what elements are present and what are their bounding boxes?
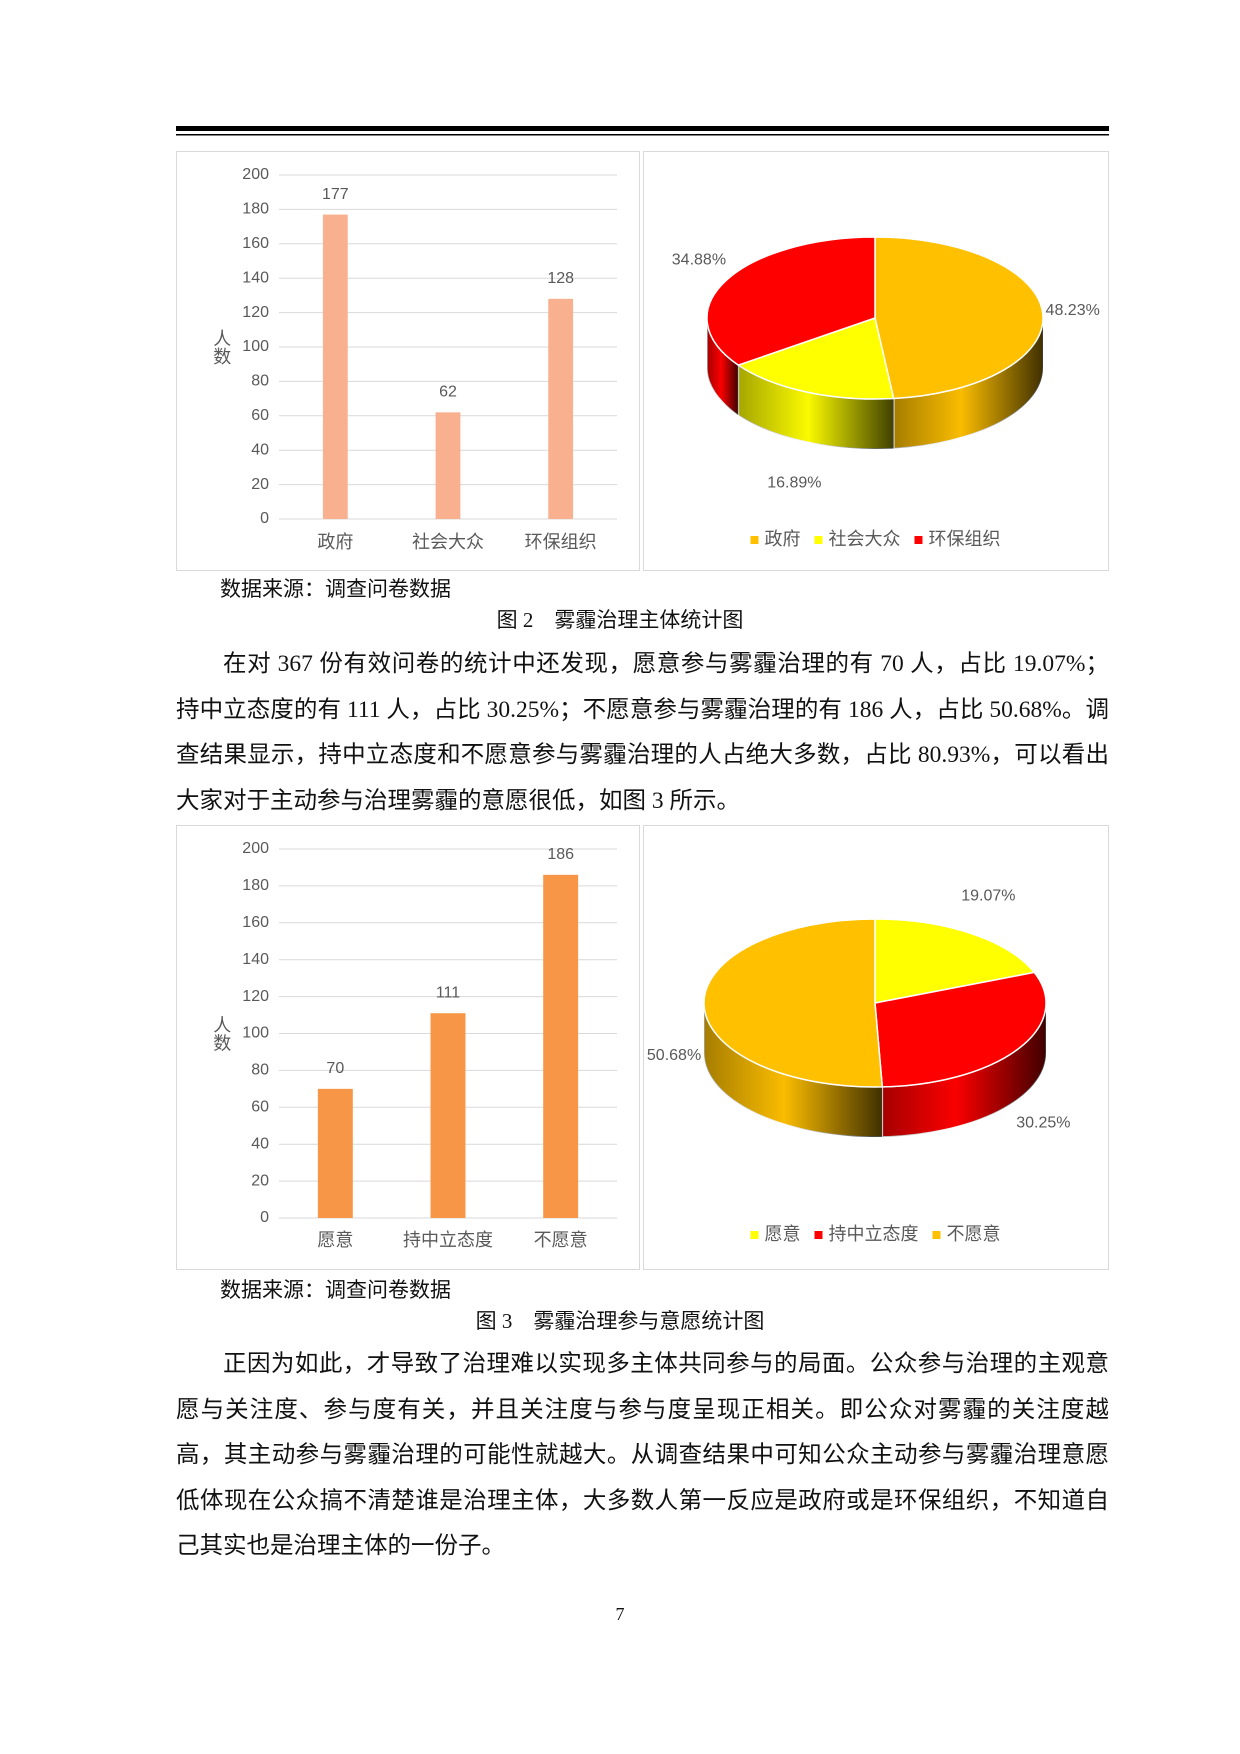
x-tick-label: 社会大众: [412, 532, 484, 552]
page-number: 7: [615, 1604, 625, 1624]
legend-swatch: [814, 536, 823, 544]
paragraph: 在对 367 份有效问卷的统计中还发现，愿意参与雾霾治理的有 70 人，占比 1…: [176, 651, 1109, 814]
y-tick-label: 80: [251, 373, 269, 390]
y-tick-label: 180: [242, 201, 269, 218]
legend-label: 不愿意: [947, 1224, 1001, 1244]
data-label: 34.88%: [672, 252, 726, 269]
data-label: 111: [436, 984, 460, 1001]
y-tick-label: 60: [251, 1099, 269, 1116]
bar: [322, 214, 348, 519]
y-tick-label: 20: [251, 476, 269, 493]
pie-slice: [874, 918, 1036, 1004]
y-tick-label: 140: [242, 951, 269, 968]
chart-frame: [176, 825, 640, 1270]
pie-slice: [874, 971, 1047, 1088]
legend-label: 社会大众: [829, 529, 901, 549]
figure-caption: 图 3 雾霾治理参与意愿统计图: [475, 1309, 765, 1333]
data-label: 16.89%: [767, 474, 821, 491]
data-label: 30.25%: [1016, 1115, 1070, 1132]
header-rule: [176, 126, 1109, 131]
figure-caption: 图 2 雾霾治理主体统计图: [496, 608, 744, 632]
y-tick-label: 60: [251, 407, 269, 424]
y-tick-label: 140: [242, 269, 269, 286]
bar: [543, 874, 579, 1218]
legend-swatch: [914, 536, 923, 544]
pie-side-shade: [882, 1003, 1046, 1137]
pie-side-shade: [738, 365, 894, 449]
pie-slice: [703, 918, 884, 1088]
y-tick-label: 160: [242, 914, 269, 931]
figure-source: 数据来源：调查问卷数据: [220, 577, 451, 601]
x-tick-label: 持中立态度: [403, 1230, 493, 1250]
y-tick-label: 40: [251, 1135, 269, 1152]
legend-swatch: [750, 1231, 759, 1239]
pie-slice: [736, 317, 895, 400]
data-label: 70: [326, 1060, 344, 1077]
y-axis-label: 人数: [211, 329, 231, 365]
pie-slice: [706, 236, 876, 366]
figure-source: 数据来源：调查问卷数据: [220, 1278, 451, 1302]
chart-frame: [643, 825, 1109, 1270]
pie-slice: [874, 236, 1044, 400]
bar: [317, 1088, 353, 1218]
x-tick-label: 不愿意: [534, 1230, 588, 1250]
y-tick-label: 120: [242, 988, 269, 1005]
y-tick-label: 200: [242, 166, 269, 183]
legend-swatch: [932, 1231, 941, 1239]
y-tick-label: 20: [251, 1172, 269, 1189]
data-label: 62: [439, 384, 457, 401]
bar: [435, 412, 461, 519]
y-tick-label: 0: [260, 1209, 269, 1226]
header-rule: [176, 134, 1109, 136]
y-axis-label: 人数: [211, 1015, 231, 1051]
data-label: 19.07%: [961, 888, 1015, 905]
pie-side-shade: [893, 318, 1044, 449]
legend-label: 持中立态度: [829, 1224, 919, 1244]
y-tick-label: 120: [242, 304, 269, 321]
y-tick-label: 100: [242, 1025, 269, 1042]
legend-swatch: [814, 1231, 823, 1239]
y-tick-label: 100: [242, 338, 269, 355]
y-tick-label: 180: [242, 877, 269, 894]
y-tick-label: 160: [242, 235, 269, 252]
pie-side-shade: [704, 1003, 883, 1137]
bar: [548, 298, 574, 519]
data-label: 186: [547, 846, 574, 863]
pie-side-shade: [707, 318, 739, 416]
chart-frame: [643, 151, 1109, 571]
data-label: 128: [547, 270, 574, 287]
legend-label: 愿意: [765, 1224, 801, 1244]
data-label: 48.23%: [1046, 302, 1100, 319]
chart-frame: [176, 151, 640, 571]
legend-label: 政府: [765, 529, 801, 549]
y-tick-label: 80: [251, 1062, 269, 1079]
bar: [430, 1013, 466, 1218]
data-label: 177: [322, 186, 349, 203]
x-tick-label: 环保组织: [525, 532, 597, 552]
x-tick-label: 政府: [317, 532, 353, 552]
y-tick-label: 40: [251, 441, 269, 458]
y-tick-label: 0: [260, 510, 269, 527]
y-tick-label: 200: [242, 840, 269, 857]
x-tick-label: 愿意: [317, 1230, 353, 1250]
legend-swatch: [750, 536, 759, 544]
legend-label: 环保组织: [929, 529, 1001, 549]
data-label: 50.68%: [647, 1047, 701, 1064]
paragraph: 正因为如此，才导致了治理难以实现多主体共同参与的局面。公众参与治理的主观意愿与关…: [176, 1351, 1109, 1559]
